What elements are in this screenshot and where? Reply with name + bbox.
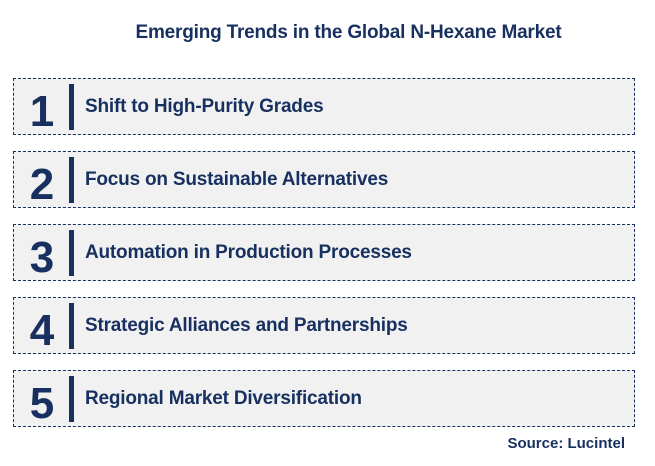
trend-label: Shift to High-Purity Grades — [85, 95, 324, 117]
trend-divider — [69, 375, 74, 422]
page-title: Emerging Trends in the Global N-Hexane M… — [135, 22, 562, 43]
trend-row: 4 Strategic Alliances and Partnerships — [13, 297, 635, 354]
source-attribution: Source: Lucintel — [507, 435, 625, 452]
trend-number: 4 — [29, 305, 55, 355]
trend-number: 5 — [29, 378, 55, 428]
trend-row: 3 Automation in Production Processes — [13, 224, 635, 281]
trend-number: 2 — [29, 159, 55, 209]
trend-number: 3 — [29, 232, 55, 282]
trend-label: Strategic Alliances and Partnerships — [85, 314, 408, 336]
trend-label: Automation in Production Processes — [85, 241, 412, 263]
trend-label: Focus on Sustainable Alternatives — [85, 168, 389, 190]
trend-number: 1 — [29, 86, 55, 136]
trend-divider — [69, 302, 74, 349]
trend-row: 5 Regional Market Diversification — [13, 370, 635, 427]
trend-row: 1 Shift to High-Purity Grades — [13, 78, 635, 135]
trend-row: 2 Focus on Sustainable Alternatives — [13, 151, 635, 208]
trend-divider — [69, 156, 74, 203]
trend-divider — [69, 83, 74, 130]
trend-label: Regional Market Diversification — [85, 387, 362, 409]
trend-list: 1 Shift to High-Purity Grades 2 Focus on… — [13, 78, 635, 443]
trend-divider — [69, 229, 74, 276]
